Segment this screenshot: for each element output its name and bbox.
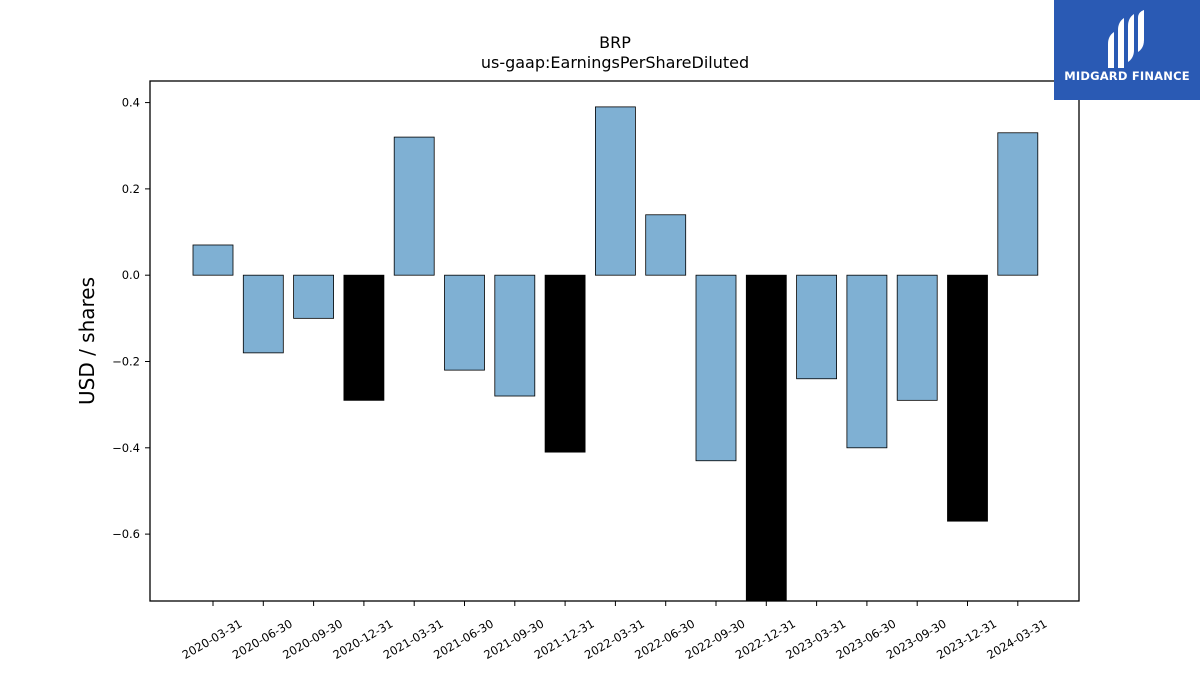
y-tick-label: 0.0 xyxy=(122,268,140,282)
midgard-logo-icon xyxy=(1108,10,1144,68)
bar-2021-03-31 xyxy=(393,136,435,276)
y-tick-label: 0.4 xyxy=(122,96,140,110)
x-axis-ticks: 2020-03-312020-06-302020-09-302020-12-31… xyxy=(180,601,1049,662)
y-axis-ticks: 0.4 0.2 0.0 −0.2 −0.4 −0.6 xyxy=(112,96,150,541)
bar-2023-09-30 xyxy=(896,274,938,401)
bar-2022-12-31 xyxy=(745,274,787,602)
bar-2023-03-31 xyxy=(796,274,837,380)
y-tick-label: −0.6 xyxy=(112,527,140,541)
y-tick-label: 0.2 xyxy=(122,182,140,196)
bar-2021-12-31 xyxy=(544,274,586,453)
chart-title: BRP xyxy=(599,33,631,52)
bar-2020-06-30 xyxy=(242,274,284,354)
bar-2021-06-30 xyxy=(444,274,485,371)
bar-2022-09-30 xyxy=(695,274,737,462)
midgard-finance-logo: MIDGARD FINANCE xyxy=(1054,0,1200,100)
y-axis-label: USD / shares xyxy=(75,277,99,405)
bar-2020-12-31 xyxy=(343,274,385,401)
bar-2024-03-31 xyxy=(997,132,1039,276)
plot-frame xyxy=(149,80,1080,602)
y-tick-label: −0.2 xyxy=(112,354,140,368)
bar-2021-09-30 xyxy=(494,274,536,397)
bar-2022-03-31 xyxy=(595,106,636,276)
logo-text: MIDGARD FINANCE xyxy=(1064,69,1190,83)
bar-2023-12-31 xyxy=(947,274,988,522)
chart-subtitle: us-gaap:EarningsPerShareDiluted xyxy=(481,53,749,72)
y-tick-label: −0.4 xyxy=(112,441,140,455)
bar-2020-03-31 xyxy=(192,244,234,276)
bars-group xyxy=(192,106,1039,602)
bar-2020-09-30 xyxy=(293,274,335,319)
bar-2023-06-30 xyxy=(846,274,888,449)
bar-2022-06-30 xyxy=(645,214,687,276)
